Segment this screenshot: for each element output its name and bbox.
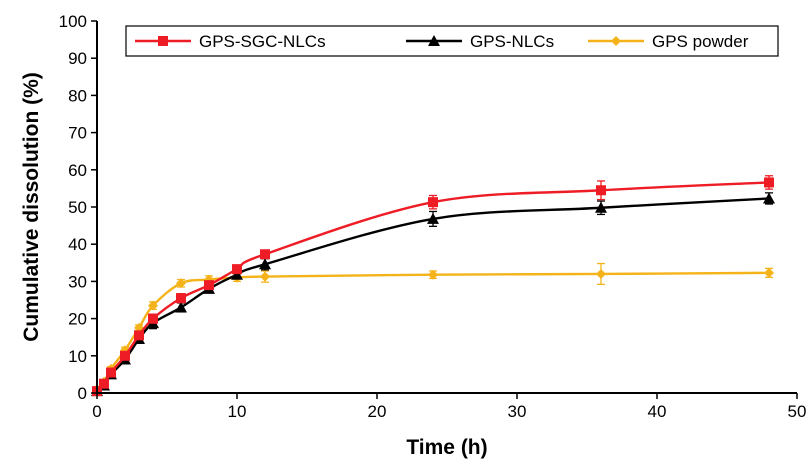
y-tick-label: 50: [68, 198, 87, 217]
data-point: [99, 378, 109, 389]
data-point: [596, 268, 606, 279]
legend-marker: [158, 36, 168, 46]
y-tick-label: 20: [68, 310, 87, 329]
y-tick-label: 80: [68, 86, 87, 105]
data-point: [148, 313, 158, 324]
data-point: [148, 300, 158, 311]
data-point: [427, 212, 439, 224]
data-point: [106, 367, 116, 378]
data-point: [120, 350, 130, 361]
series-line-gps-powder: [96, 271, 770, 391]
y-tick-label: 40: [68, 235, 87, 254]
x-tick-label: 10: [228, 402, 247, 421]
axes-layer: [96, 21, 797, 394]
legend-label: GPS-NLCs: [470, 32, 554, 51]
y-tick-label: 70: [68, 124, 87, 143]
data-point: [595, 201, 607, 213]
data-point: [134, 330, 144, 341]
data-point: [232, 264, 242, 275]
data-point: [763, 192, 775, 204]
data-point: [204, 280, 214, 291]
data-point: [764, 267, 774, 278]
data-point: [231, 268, 243, 280]
data-point: [764, 177, 774, 188]
data-point: [176, 293, 186, 304]
x-tick-label: 50: [788, 402, 807, 421]
y-tick-label: 0: [78, 384, 87, 403]
x-tick-label: 20: [368, 402, 387, 421]
legend-label: GPS powder: [652, 32, 749, 51]
series-gps-nlcs: [91, 192, 775, 397]
data-point: [428, 197, 438, 208]
series-gps-sgc-nlcs: [92, 175, 774, 397]
y-tick-label: 60: [68, 161, 87, 180]
y-tick-label: 90: [68, 49, 87, 68]
data-point: [260, 271, 270, 282]
y-tick-label: 30: [68, 272, 87, 291]
y-axis-title: Cumulative dissolution (%): [20, 72, 43, 342]
legend: GPS-SGC-NLCs GPS-NLCs GPS powder: [125, 25, 779, 57]
ticks-layer: 0 10 20 30 40 50 60 70 80 90 100 0 10 20 30 40 50: [59, 12, 807, 421]
x-axis-title: Time (h): [406, 436, 487, 459]
data-point: [259, 258, 271, 270]
legend-marker: [611, 36, 621, 46]
data-point: [175, 301, 187, 313]
legend-label: GPS-SGC-NLCs: [199, 32, 326, 51]
legend-item-gps-nlcs: GPS-NLCs: [406, 32, 554, 51]
series-gps-powder: [92, 262, 774, 395]
series-layer: [91, 175, 775, 397]
x-tick-label: 40: [648, 402, 667, 421]
y-tick-label: 10: [68, 347, 87, 366]
data-point: [176, 278, 186, 289]
data-point: [428, 269, 438, 280]
data-point: [596, 185, 606, 196]
data-point: [260, 249, 270, 260]
legend-item-gps-sgc-nlcs: GPS-SGC-NLCs: [135, 32, 326, 51]
x-tick-label: 30: [508, 402, 527, 421]
legend-marker: [428, 35, 440, 46]
series-line-gps-nlcs: [96, 197, 770, 393]
y-tick-label: 100: [59, 12, 87, 31]
x-tick-label: 0: [92, 402, 101, 421]
legend-item-gps-powder: GPS powder: [588, 32, 749, 51]
